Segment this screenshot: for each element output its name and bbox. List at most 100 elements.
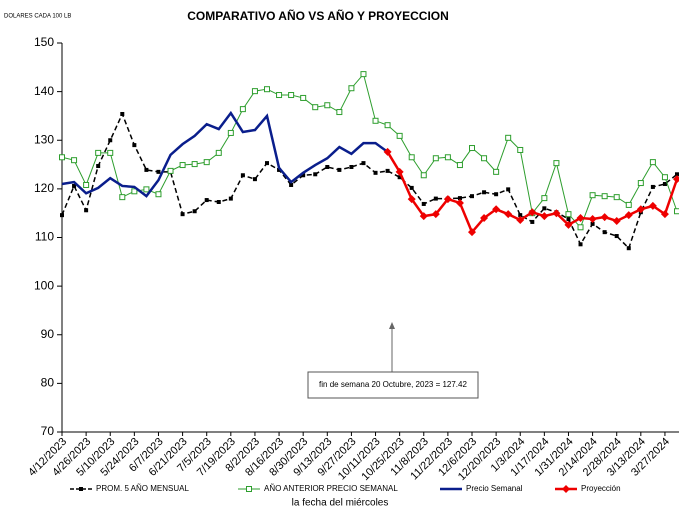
marker: [276, 92, 283, 99]
marker: [468, 228, 476, 237]
marker: [409, 185, 414, 190]
marker: [516, 215, 525, 224]
marker: [71, 157, 78, 164]
marker: [288, 92, 295, 99]
marker: [83, 181, 90, 188]
marker: [590, 221, 595, 226]
marker: [624, 211, 633, 220]
marker: [564, 220, 573, 229]
series-line: [61, 110, 389, 198]
marker: [336, 109, 343, 116]
marker: [542, 206, 547, 211]
marker: [492, 205, 501, 214]
marker: [528, 208, 537, 217]
marker: [578, 242, 583, 247]
marker: [107, 149, 114, 156]
marker: [443, 195, 452, 204]
marker: [96, 164, 101, 169]
marker: [421, 201, 426, 206]
marker: [589, 192, 596, 199]
annotation-box: [307, 371, 479, 399]
marker: [384, 122, 391, 129]
marker: [252, 177, 257, 182]
marker: [601, 193, 608, 200]
marker: [108, 138, 113, 143]
marker: [132, 143, 137, 148]
marker: [240, 173, 245, 178]
marker: [432, 155, 439, 162]
marker: [577, 224, 584, 231]
marker: [661, 174, 668, 181]
marker: [649, 159, 656, 166]
marker: [562, 485, 570, 493]
y-tick-label: 100: [34, 278, 54, 292]
marker: [662, 182, 667, 187]
marker: [420, 172, 427, 179]
marker: [588, 215, 597, 224]
marker: [60, 213, 64, 218]
marker: [361, 161, 366, 166]
marker: [324, 102, 331, 109]
marker: [360, 71, 367, 78]
marker: [602, 230, 607, 235]
marker: [251, 88, 258, 95]
marker: [674, 208, 679, 215]
marker: [419, 212, 428, 221]
marker: [383, 147, 392, 156]
marker: [482, 190, 487, 195]
marker: [614, 234, 619, 239]
marker: [407, 195, 416, 204]
marker: [289, 182, 294, 187]
marker: [673, 175, 679, 184]
marker: [612, 216, 621, 225]
marker: [626, 246, 631, 251]
marker: [144, 167, 149, 172]
y-tick-label: 80: [41, 376, 55, 390]
marker: [637, 180, 644, 187]
y-tick-label: 130: [34, 132, 54, 146]
marker: [264, 86, 270, 93]
marker: [408, 154, 415, 161]
marker: [505, 134, 512, 141]
marker: [246, 486, 252, 492]
annotation: fin de semana 20 Octubre, 2023 = 127.42: [319, 380, 467, 389]
marker: [648, 201, 657, 210]
marker: [277, 167, 282, 172]
marker: [470, 194, 474, 199]
chart-title: COMPARATIVO AÑO VS AÑO Y PROYECCION: [187, 8, 449, 23]
x-axis-label: la fecha del miércoles: [292, 498, 389, 509]
marker: [167, 167, 174, 174]
marker: [660, 210, 669, 219]
marker: [119, 194, 126, 201]
marker: [431, 210, 440, 219]
marker: [396, 132, 403, 139]
marker: [349, 164, 354, 169]
legend-label: Proyección: [581, 484, 621, 493]
marker: [433, 196, 438, 201]
marker: [348, 85, 355, 92]
marker: [191, 161, 198, 168]
marker: [600, 213, 609, 222]
marker: [228, 196, 233, 201]
marker: [481, 155, 488, 162]
marker: [455, 198, 464, 207]
marker: [95, 149, 102, 156]
marker: [215, 149, 222, 156]
marker: [203, 159, 210, 166]
marker: [312, 104, 319, 111]
marker: [192, 209, 197, 214]
marker: [494, 192, 499, 197]
marker: [265, 161, 269, 166]
marker: [650, 184, 655, 189]
marker: [457, 196, 462, 201]
marker: [675, 172, 679, 177]
marker: [179, 162, 186, 169]
marker: [506, 187, 511, 192]
marker: [84, 208, 89, 213]
marker: [143, 186, 150, 193]
marker: [553, 160, 560, 167]
marker: [576, 214, 585, 223]
marker: [204, 198, 209, 203]
marker: [395, 167, 404, 176]
